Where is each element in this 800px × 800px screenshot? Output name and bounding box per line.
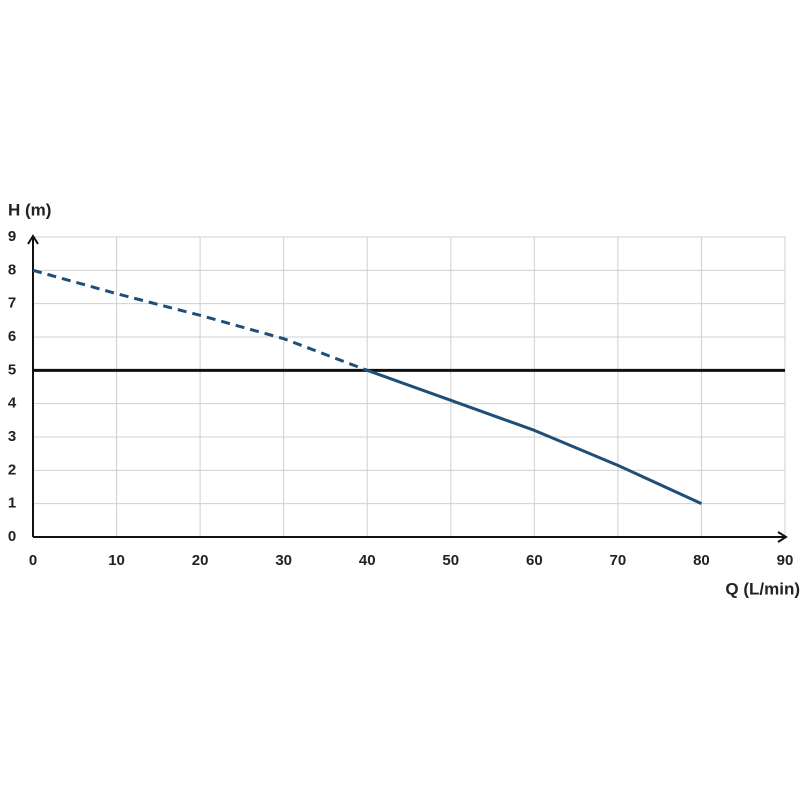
y-tick-label: 4 [8,395,17,412]
x-tick-label: 10 [108,552,125,569]
y-tick-label: 6 [8,328,16,345]
y-tick-label: 9 [8,228,16,245]
y-axis-label: H (m) [8,200,51,219]
curve [32,268,368,372]
y-tick-label: 2 [8,461,16,478]
x-tick-label: 70 [610,552,627,569]
y-tick-label: 1 [8,495,16,512]
x-axis-arrow [777,531,788,543]
y-tick-label: 8 [8,261,16,278]
y-axis-arrow [27,234,39,245]
y-tick-label: 5 [8,361,16,378]
y-tick-label: 3 [8,428,16,445]
x-tick-label: 90 [777,552,794,569]
x-tick-label: 40 [359,552,376,569]
y-tick-label: 7 [8,295,16,312]
y-tick-label: 0 [8,528,16,545]
x-tick-label: 60 [526,552,543,569]
curve [366,368,703,506]
x-tick-label: 80 [693,552,710,569]
x-tick-label: 20 [192,552,209,569]
x-tick-label: 0 [29,552,37,569]
x-tick-label: 50 [442,552,459,569]
x-axis-label: Q (L/min) [725,579,800,598]
x-tick-label: 30 [275,552,292,569]
